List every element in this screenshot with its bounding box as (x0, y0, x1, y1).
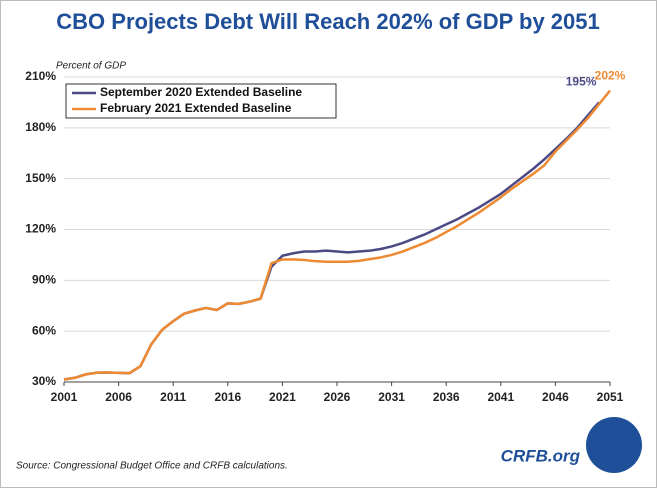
legend-label: February 2021 Extended Baseline (100, 101, 292, 115)
source-note: Source: Congressional Budget Office and … (16, 461, 288, 472)
x-tick-label: 2006 (105, 390, 132, 404)
y-tick-label: 90% (32, 273, 56, 287)
x-tick-label: 2001 (51, 390, 78, 404)
x-tick-label: 2046 (542, 390, 569, 404)
x-tick-label: 2031 (378, 390, 405, 404)
legend-label: September 2020 Extended Baseline (100, 85, 302, 99)
x-tick-label: 2036 (433, 390, 460, 404)
logo-text: CRFB.org (501, 446, 581, 465)
x-tick-label: 2016 (214, 390, 241, 404)
x-tick-label: 2041 (487, 390, 514, 404)
value-label: 202% (595, 69, 626, 83)
y-tick-label: 180% (25, 120, 56, 134)
y-axis-label: Percent of GDP (56, 61, 126, 72)
x-tick-label: 2026 (324, 390, 351, 404)
value-label: 195% (566, 75, 597, 89)
y-tick-label: 210% (25, 69, 56, 83)
y-tick-label: 120% (25, 222, 56, 236)
x-tick-label: 2011 (160, 390, 186, 404)
y-tick-label: 60% (32, 323, 56, 337)
legend-box (65, 83, 337, 119)
y-tick-label: 150% (25, 171, 56, 185)
x-tick-label: 2051 (597, 390, 624, 404)
y-tick-label: 30% (32, 374, 56, 388)
logo-seal (586, 417, 642, 473)
series-line (63, 89, 611, 381)
chart-title: CBO Projects Debt Will Reach 202% of GDP… (56, 9, 599, 34)
x-tick-label: 2021 (269, 390, 296, 404)
